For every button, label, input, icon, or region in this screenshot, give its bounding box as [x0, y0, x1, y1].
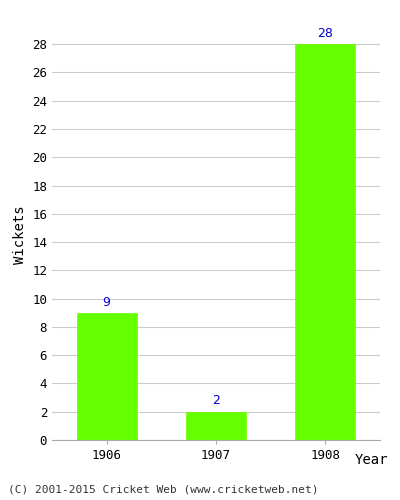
Bar [186, 412, 246, 440]
Text: (C) 2001-2015 Cricket Web (www.cricketweb.net): (C) 2001-2015 Cricket Web (www.cricketwe… [8, 485, 318, 495]
Text: 9: 9 [103, 296, 111, 308]
Text: Year: Year [354, 452, 388, 466]
Text: 2: 2 [212, 394, 220, 407]
Y-axis label: Wickets: Wickets [12, 206, 26, 264]
Bar [295, 44, 356, 440]
Text: 28: 28 [317, 27, 333, 40]
Bar [77, 313, 137, 440]
